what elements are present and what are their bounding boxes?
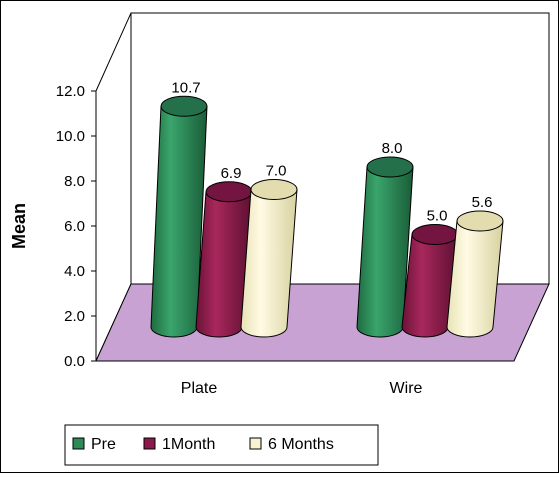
data-label: 5.6 — [472, 194, 493, 211]
y-axis-label: Mean — [9, 203, 29, 249]
bar-cap — [366, 156, 414, 178]
y-tick-label: 4.0 — [64, 263, 85, 280]
legend-label-1month: 1Month — [162, 436, 215, 453]
bar-wire-1month — [401, 224, 459, 338]
bar-body — [446, 220, 504, 338]
category-labels: Plate Wire — [181, 380, 423, 397]
legend-box — [64, 424, 379, 466]
legend: Pre 1Month 6 Months — [64, 424, 379, 466]
data-label: 10.7 — [171, 79, 200, 96]
y-tick-label: 8.0 — [64, 173, 85, 190]
bar-plate-6-months — [240, 179, 298, 338]
bar-cap — [411, 224, 459, 245]
data-labels: 10.7 6.9 7.0 8.0 5.0 5.6 — [171, 79, 492, 224]
data-label: 6.9 — [221, 165, 242, 182]
data-label: 8.0 — [382, 140, 403, 157]
legend-swatch-1month — [143, 437, 156, 450]
legend-label-6months: 6 Months — [268, 436, 334, 453]
data-label: 7.0 — [266, 163, 287, 180]
legend-swatch-pre — [72, 437, 85, 450]
data-label: 5.0 — [427, 208, 448, 225]
y-tick-label: 6.0 — [64, 218, 85, 235]
bar-wire-pre — [356, 156, 414, 338]
category-label-plate: Plate — [181, 380, 218, 397]
bar-cap — [250, 179, 298, 200]
y-tick-label: 0.0 — [64, 353, 85, 370]
bar-plate-pre — [150, 95, 208, 338]
bar-cap — [205, 181, 253, 203]
y-tick-label: 2.0 — [64, 308, 85, 325]
y-tick-label: 12.0 — [56, 83, 85, 100]
y-axis-ticks: 0.0 2.0 4.0 6.0 8.0 10.0 12.0 — [56, 83, 96, 370]
y-tick-label: 10.0 — [56, 128, 85, 145]
bar-body — [240, 189, 298, 338]
bar-cap — [160, 95, 208, 117]
bar-wire-6-months — [446, 210, 504, 338]
legend-swatch-6months — [249, 437, 262, 450]
legend-label-pre: Pre — [91, 436, 116, 453]
bar-cap — [456, 210, 504, 232]
category-label-wire: Wire — [390, 380, 423, 397]
bars-group — [150, 95, 504, 338]
